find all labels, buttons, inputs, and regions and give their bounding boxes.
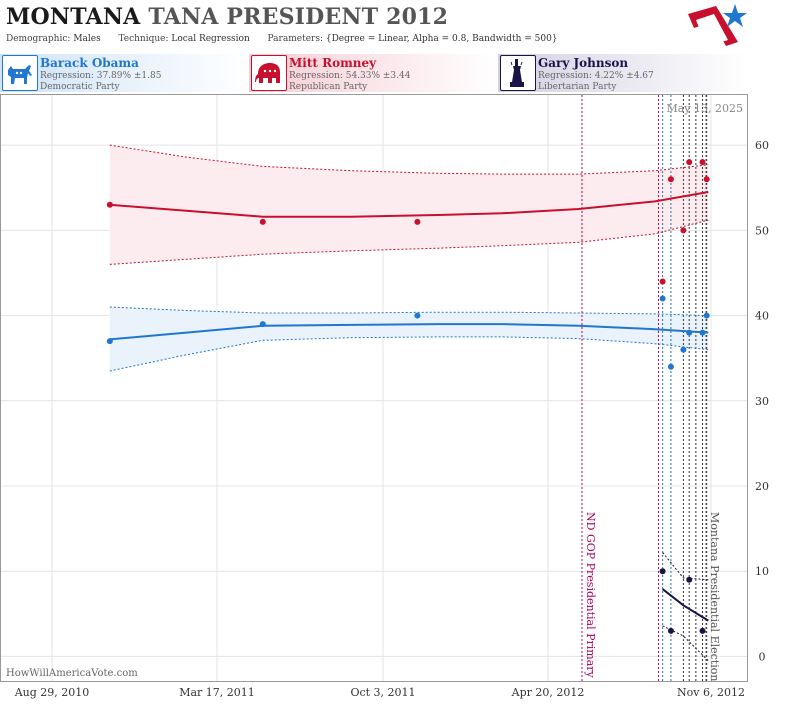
poll-point (659, 278, 666, 285)
header: MONTANA TANA PRESIDENT 2012 Demographic:… (0, 0, 789, 52)
plot-frame (0, 94, 748, 682)
site-watermark: HowWillAmericaVote.com (6, 668, 138, 679)
confidence-band (109, 307, 709, 371)
confidence-bands (109, 145, 709, 371)
candidate-bar: Barack Obama Regression: 37.89% ±1.85 De… (0, 52, 789, 94)
poll-point (686, 329, 693, 336)
poll-point (659, 568, 666, 575)
poll-point (699, 329, 706, 336)
poll-point (259, 321, 266, 328)
poll-point (686, 576, 693, 583)
poll-point (106, 338, 113, 345)
candidate-name: Barack Obama (40, 56, 139, 70)
band-lower-line (109, 219, 709, 265)
candidate-regression: Regression: 37.89% ±1.85 (40, 71, 162, 81)
poll-point (699, 159, 706, 166)
demographic-label: Demographic: (6, 34, 71, 44)
poll-point (667, 363, 674, 370)
poll-point (106, 201, 113, 208)
event-marker-label: ND GOP Presidential Primary (584, 512, 597, 679)
y-tick-label: 10 (755, 565, 769, 578)
poll-chart: ND GOP Presidential Primary Montana Presi… (0, 94, 769, 699)
x-tick-label: Mar 17, 2011 (179, 686, 255, 699)
candidate-name: Gary Johnson (538, 56, 629, 70)
candidate-name: Mitt Romney (289, 56, 377, 70)
candidate-obama[interactable]: Barack Obama Regression: 37.89% ±1.85 De… (2, 55, 246, 92)
trend-lines (109, 144, 709, 662)
technique-value: Local Regression (171, 34, 250, 44)
poll-point (659, 295, 666, 302)
trend-line (109, 191, 709, 218)
candidate-party: Libertarian Party (538, 82, 617, 92)
poll-point (680, 227, 687, 234)
chart-axes: 0 10 20 30 40 50 60 Aug 29, 2010 Mar 17, 2011 Oct… (14, 139, 769, 699)
candidate-romney[interactable]: Mitt Romney Regression: 54.33% ±3.44 Rep… (251, 55, 495, 92)
title-state: MONTANA (6, 4, 141, 30)
band-lower-line (109, 336, 709, 372)
confidence-band (109, 145, 709, 265)
trend-line (109, 323, 709, 341)
band-upper-line (662, 552, 709, 581)
donkey-icon (2, 55, 38, 91)
candidate-johnson[interactable]: Gary Johnson Regression: 4.22% ±4.67 Lib… (500, 55, 746, 92)
title-rest: TANA PRESIDENT 2012 (148, 4, 449, 30)
poll-point (667, 176, 674, 183)
poll-point (259, 218, 266, 225)
y-tick-label: 20 (755, 480, 769, 493)
y-tick-label: 40 (755, 310, 769, 323)
x-tick-label: Nov 6, 2012 (677, 686, 745, 699)
y-tick-label: 60 (755, 139, 769, 152)
poll-points (106, 159, 710, 634)
x-tick-label: Apr 20, 2012 (511, 686, 585, 699)
poll-point (686, 159, 693, 166)
candidate-bar-background (0, 54, 748, 92)
poll-point (703, 176, 710, 183)
poll-point (703, 312, 710, 319)
elephant-icon (251, 55, 287, 91)
site-logo-icon[interactable] (686, 2, 748, 48)
band-upper-line (109, 306, 709, 317)
parameters-label: Parameters: (267, 34, 323, 44)
candidate-regression: Regression: 4.22% ±4.67 (538, 71, 654, 81)
date-stamp: May 13, 2025 (666, 102, 743, 115)
candidate-regression: Regression: 54.33% ±3.44 (289, 71, 411, 81)
poll-point (699, 627, 706, 634)
x-tick-label: Aug 29, 2010 (14, 686, 90, 699)
demographic-value: Males (73, 34, 101, 44)
candidate-party: Democratic Party (40, 82, 120, 92)
y-tick-label: 30 (755, 395, 769, 408)
poll-point (667, 627, 674, 634)
liberty-statue-icon (500, 55, 536, 91)
event-marker-label: Montana Presidential Election (708, 512, 721, 681)
page-title: MONTANA TANA PRESIDENT 2012 (6, 4, 448, 30)
candidate-party: Republican Party (289, 82, 368, 92)
poll-point (680, 346, 687, 353)
y-tick-label: 0 (759, 650, 766, 663)
trend-line (661, 588, 709, 622)
technique-label: Technique: (118, 34, 169, 44)
x-tick-label: Oct 3, 2011 (350, 686, 415, 699)
poll-point (414, 312, 421, 319)
parameters-line: Demographic: Males Technique: Local Regr… (6, 34, 558, 44)
band-upper-line (109, 144, 709, 175)
poll-point (414, 218, 421, 225)
y-tick-label: 50 (755, 224, 769, 237)
parameters-value: {Degree = Linear, Alpha = 0.8, Bandwidth… (325, 34, 558, 44)
